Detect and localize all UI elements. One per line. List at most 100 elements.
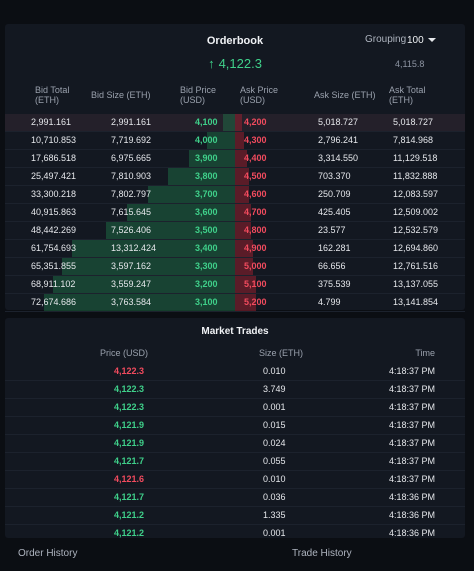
bid-depth-bar [72,240,235,257]
trade-price-cell: 4,121.7 [114,456,145,466]
bid-size-cell: 6,975.665 [111,153,152,163]
ask-depth-bar [235,222,251,239]
ask-total-cell: 12,509.002 [393,207,439,217]
mark-price: 4,115.8 [395,59,425,69]
ask-depth-bar [235,204,251,221]
ask-price-cell: 5,000 [244,261,267,271]
orderbook-title: Orderbook [206,35,264,47]
trade-size-cell: 0.024 [263,438,286,448]
header-bid-price: Bid Price (USD) [180,85,217,105]
bid-total-cell: 17,686.518 [31,153,77,163]
orderbook-row[interactable]: 48,442.269 7,526.406 3,500 4,800 23.577 12,53… [5,222,465,240]
bid-size-cell: 2,991.161 [111,117,152,127]
ask-price-cell: 4,400 [244,153,267,163]
trade-price-cell: 4,121.6 [114,474,145,484]
trade-price-cell: 4,121.2 [114,528,145,538]
trade-row: 4,121.7 0.055 4:18:37 PM [5,453,465,471]
trade-size-cell: 3.749 [263,384,286,394]
trade-size-cell: 0.010 [263,366,286,376]
bid-price-cell: 3,600 [195,207,218,217]
trade-size-cell: 0.001 [263,402,286,412]
market-trades-header: Price (USD) Size (ETH) Time [5,348,465,360]
bid-price-cell: 3,500 [195,225,218,235]
ask-depth-bar [235,294,256,311]
bid-depth-bar [44,294,235,311]
trade-row: 4,121.9 0.024 4:18:37 PM [5,435,465,453]
bid-total-cell: 25,497.421 [31,171,77,181]
bid-total-cell: 40,915.863 [31,207,77,217]
market-trades-rows: 4,122.3 0.010 4:18:37 PM 4,122.3 3.749 4:18:3… [5,363,465,538]
orderbook-row[interactable]: 25,497.421 7,810.903 3,800 4,500 703.370 11,8… [5,168,465,186]
ask-price-cell: 4,200 [244,117,267,127]
header-bid-total: Bid Total (ETH) [35,85,70,105]
trade-price-cell: 4,121.7 [114,492,145,502]
trade-row: 4,121.7 0.036 4:18:36 PM [5,489,465,507]
tab-order-history[interactable]: Order History [18,548,78,559]
ask-size-cell: 375.539 [318,279,351,289]
bid-price-cell: 4,000 [195,135,218,145]
trade-price-cell: 4,122.3 [114,366,145,376]
trade-time-cell: 4:18:36 PM [388,510,435,520]
bottom-tabs: Order History Trade History [0,538,474,571]
ask-depth-bar [235,114,242,131]
trade-row: 4,122.3 0.001 4:18:37 PM [5,399,465,417]
ask-total-cell: 11,832.888 [393,171,438,181]
trade-time-cell: 4:18:37 PM [388,384,435,394]
arrow-up-icon: ↑ [208,56,215,71]
trade-size-cell: 0.001 [263,528,286,538]
tab-trade-history[interactable]: Trade History [292,548,352,559]
bid-size-cell: 7,810.903 [111,171,152,181]
orderbook-row[interactable]: 17,686.518 6,975.665 3,900 4,400 3,314.550 11… [5,150,465,168]
bid-total-cell: 10,710.853 [31,135,77,145]
bid-depth-bar [127,204,235,221]
trade-row: 4,122.3 3.749 4:18:37 PM [5,381,465,399]
grouping-value: 100 [407,34,424,46]
trade-price-cell: 4,121.2 [114,510,145,520]
trade-price-cell: 4,121.9 [114,420,145,430]
orderbook-row[interactable]: 61,754.693 13,312.424 3,400 4,900 162.281 12,… [5,240,465,258]
ask-depth-bar [235,258,253,275]
market-trades-panel: Market Trades Price (USD) Size (ETH) Tim… [5,318,465,538]
trade-time-cell: 4:18:37 PM [388,402,435,412]
bid-depth-bar [53,276,235,293]
ask-size-cell: 4.799 [318,297,341,307]
ask-price-cell: 4,600 [244,189,267,199]
ask-depth-bar [235,168,249,185]
bid-price-cell: 4,100 [195,117,218,127]
bid-depth-bar [62,258,235,275]
header-time: Time [415,348,435,358]
chevron-down-icon [427,38,436,42]
grouping-select[interactable]: 100 [407,32,445,48]
ask-depth-bar [235,150,247,167]
orderbook-row[interactable]: 40,915.863 7,615.645 3,600 4,700 425.405 12,5… [5,204,465,222]
ask-price-cell: 5,200 [244,297,267,307]
ask-size-cell: 703.370 [318,171,351,181]
ask-depth-bar [235,240,253,257]
ask-size-cell: 5,018.727 [318,117,359,127]
bid-depth-bar [106,222,235,239]
trade-size-cell: 1.335 [263,510,286,520]
orderbook-row[interactable]: 72,674.686 3,763.584 3,100 5,200 4.799 13,141… [5,294,465,312]
trade-time-cell: 4:18:37 PM [388,474,435,484]
trade-time-cell: 4:18:37 PM [388,366,435,376]
bid-size-cell: 13,312.424 [111,243,157,253]
ask-size-cell: 2,796.241 [318,135,359,145]
trade-size-cell: 0.010 [263,474,286,484]
ask-price-cell: 5,100 [244,279,267,289]
ask-depth-bar [235,186,249,203]
bid-depth-bar [207,132,235,149]
trade-price-cell: 4,122.3 [114,402,145,412]
ask-price-cell: 4,800 [244,225,267,235]
ask-total-cell: 12,694.860 [393,243,439,253]
ask-price-cell: 4,300 [244,135,267,145]
bid-price-cell: 3,400 [195,243,218,253]
orderbook-row[interactable]: 2,991.161 2,991.161 4,100 4,200 5,018.727 5,0… [5,114,465,132]
ask-size-cell: 66.656 [318,261,346,271]
orderbook-row[interactable]: 33,300.218 7,802.797 3,700 4,600 250.709 12,0… [5,186,465,204]
orderbook-row[interactable]: 65,351.855 3,597.162 3,300 5,000 66.656 12,76… [5,258,465,276]
trade-row: 4,121.2 1.335 4:18:36 PM [5,507,465,525]
orderbook-row[interactable]: 68,911.102 3,559.247 3,200 5,100 375.539 13,1… [5,276,465,294]
bid-size-cell: 7,802.797 [111,189,152,199]
ask-price-cell: 4,500 [244,171,267,181]
orderbook-row[interactable]: 10,710.853 7,719.692 4,000 4,300 2,796.241 7,… [5,132,465,150]
